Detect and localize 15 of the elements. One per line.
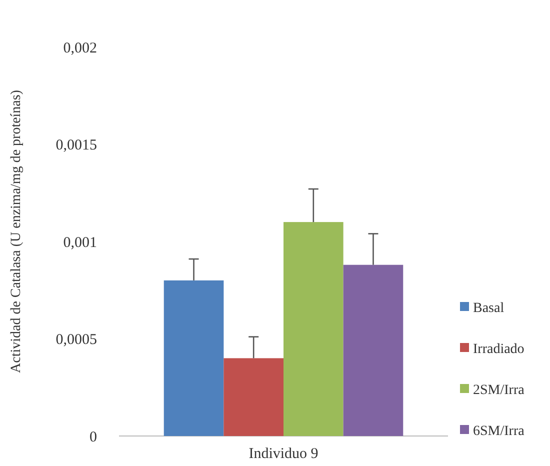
bar xyxy=(224,358,284,436)
legend-label: Basal xyxy=(473,300,504,316)
y-tick-label: 0,002 xyxy=(63,40,97,56)
x-tick-label: Individuo 9 xyxy=(248,446,318,462)
y-axis-title: Actividad de Catalasa (U enzima/mg de proteínas) xyxy=(9,90,24,374)
bar xyxy=(343,264,404,436)
y-tick-label: 0,0005 xyxy=(56,332,97,348)
y-tick-label: 0,0015 xyxy=(56,138,97,154)
bar xyxy=(284,222,344,436)
legend-label: Irradiado xyxy=(473,342,524,357)
bar xyxy=(164,280,224,436)
y-tick-label: 0,001 xyxy=(63,234,97,251)
legend-label: 2SM/Irra xyxy=(473,382,526,398)
legend-label: 6SM/Irra xyxy=(473,424,526,439)
y-tick-label: 0 xyxy=(90,429,97,446)
